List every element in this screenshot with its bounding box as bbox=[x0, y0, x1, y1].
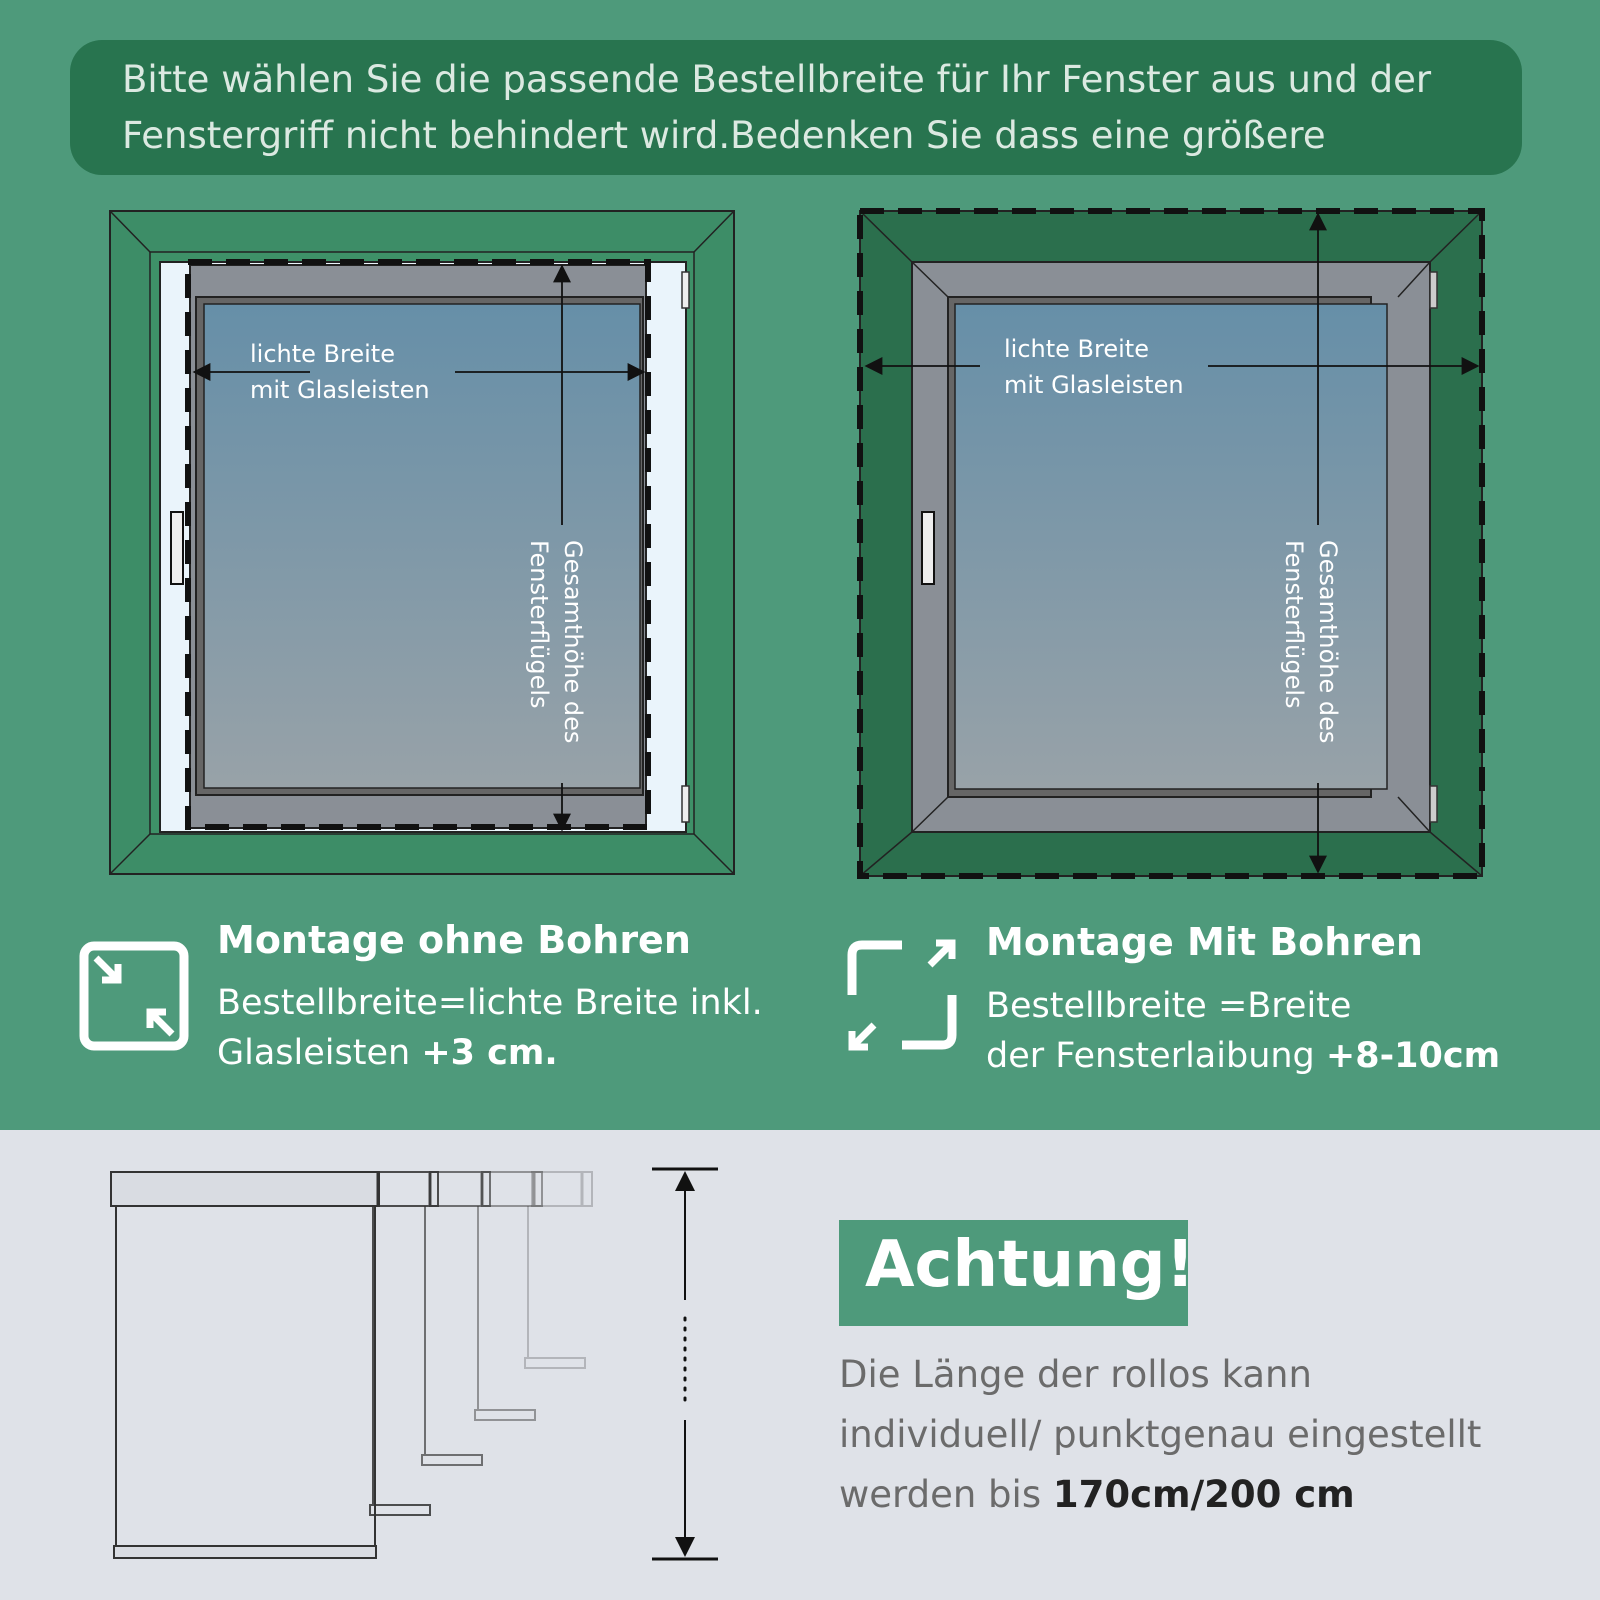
expand-arrows-icon bbox=[847, 939, 957, 1051]
info-banner: Bitte wählen Sie die passende Bestellbre… bbox=[70, 40, 1522, 175]
banner-line-1: Bitte wählen Sie die passende Bestellbre… bbox=[122, 58, 1432, 101]
left-width-label: lichte Breite mit Glasleisten bbox=[250, 336, 430, 408]
warning-title: Achtung! bbox=[865, 1228, 1195, 1302]
warning-line-3: werden bis bbox=[839, 1473, 1053, 1516]
left-width-label-line-2: mit Glasleisten bbox=[250, 376, 430, 404]
right-width-label-line-2: mit Glasleisten bbox=[1004, 371, 1184, 399]
mount-drill-text: Bestellbreite =Breite der Fensterlaibung… bbox=[986, 981, 1500, 1081]
mount-no-drill-line-1: Bestellbreite=lichte Breite inkl. bbox=[217, 983, 763, 1023]
mount-drill-emphasis: +8-10cm bbox=[1325, 1036, 1501, 1076]
left-window bbox=[109, 210, 735, 875]
left-width-label-line-1: lichte Breite bbox=[250, 340, 395, 368]
warning-text: Die Länge der rollos kann individuell/ p… bbox=[839, 1345, 1579, 1525]
warning-badge: Achtung! bbox=[839, 1220, 1195, 1326]
mount-drill-line-2: der Fensterlaibung bbox=[986, 1036, 1326, 1076]
banner-line-2: Fenstergriff nicht behindert wird.Bedenk… bbox=[122, 114, 1326, 157]
warning-line-1: Die Länge der rollos kann bbox=[839, 1353, 1312, 1396]
warning-line-2: individuell/ punktgenau eingestellt bbox=[839, 1413, 1482, 1456]
right-height-label: Gesamthöhe des Fensterflügels bbox=[1280, 540, 1342, 744]
right-window bbox=[857, 208, 1485, 879]
right-width-label: lichte Breite mit Glasleisten bbox=[1004, 331, 1184, 403]
warning-emphasis: 170cm/200 cm bbox=[1052, 1473, 1355, 1516]
mount-no-drill-line-2: Glasleisten bbox=[217, 1033, 422, 1073]
mount-drill-line-1: Bestellbreite =Breite bbox=[986, 986, 1352, 1026]
mount-no-drill-title: Montage ohne Bohren bbox=[217, 918, 691, 962]
roller-blind-diagram bbox=[110, 1167, 718, 1561]
right-width-label-line-1: lichte Breite bbox=[1004, 335, 1149, 363]
banner-text: Bitte wählen Sie die passende Bestellbre… bbox=[122, 52, 1502, 164]
left-height-label: Gesamthöhe des Fensterflügels bbox=[525, 540, 587, 744]
mount-drill-title: Montage Mit Bohren bbox=[986, 920, 1423, 964]
shrink-arrows-icon bbox=[79, 941, 189, 1051]
mount-no-drill-emphasis: +3 cm. bbox=[421, 1033, 558, 1073]
mount-no-drill-text: Bestellbreite=lichte Breite inkl. Glasle… bbox=[217, 978, 763, 1078]
